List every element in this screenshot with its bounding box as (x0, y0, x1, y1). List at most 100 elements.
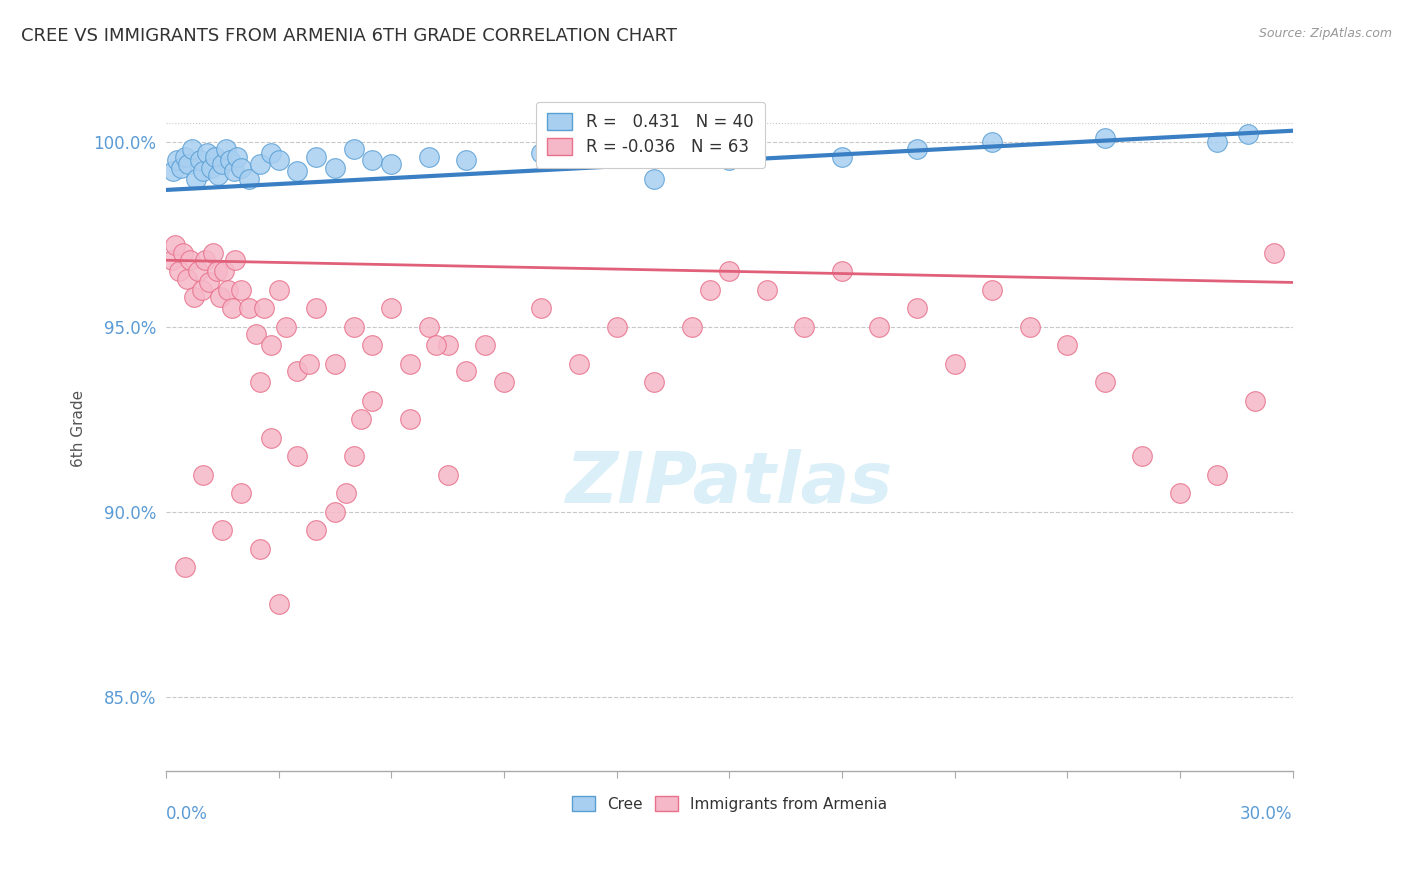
Point (323, 505, 346, 519)
Point (335, 486, 357, 500)
Point (167, 264, 190, 278)
Point (188, 153, 211, 168)
Point (260, 338, 283, 352)
Point (399, 412, 422, 426)
Point (793, 319, 815, 334)
Point (474, 338, 496, 352)
Point (1206, 467, 1229, 482)
Point (418, 319, 440, 334)
Point (204, 150, 226, 164)
Point (198, 276, 221, 290)
Point (212, 264, 235, 278)
Point (425, 338, 447, 352)
Point (323, 161, 346, 175)
Point (418, 150, 440, 164)
Point (380, 157, 402, 171)
Point (681, 319, 703, 334)
Point (1018, 319, 1040, 334)
Point (274, 319, 297, 334)
Point (260, 431, 283, 445)
Point (229, 486, 252, 500)
Point (165, 238, 187, 252)
Point (361, 393, 384, 408)
Point (755, 283, 778, 297)
Point (160, 253, 183, 268)
Point (249, 157, 271, 171)
Point (267, 153, 290, 168)
Point (238, 301, 260, 316)
Point (1094, 131, 1116, 145)
Point (1263, 245, 1285, 260)
Point (305, 301, 328, 316)
Point (193, 164, 215, 178)
Point (205, 264, 228, 278)
Point (181, 142, 204, 156)
Point (361, 153, 384, 168)
Point (943, 357, 966, 371)
Point (215, 142, 238, 156)
Point (530, 301, 553, 316)
Point (218, 153, 240, 168)
Point (361, 338, 384, 352)
Point (831, 264, 853, 278)
Text: CREE VS IMMIGRANTS FROM ARMENIA 6TH GRADE CORRELATION CHART: CREE VS IMMIGRANTS FROM ARMENIA 6TH GRAD… (21, 27, 678, 45)
Point (456, 153, 478, 168)
Point (1206, 135, 1229, 149)
Point (343, 142, 366, 156)
Text: 30.0%: 30.0% (1240, 805, 1292, 823)
Point (568, 357, 591, 371)
Point (1168, 486, 1191, 500)
Point (207, 168, 229, 182)
Point (177, 157, 200, 171)
Point (399, 357, 422, 371)
Y-axis label: 6th Grade: 6th Grade (72, 390, 86, 467)
Point (869, 319, 891, 334)
Point (456, 364, 478, 378)
Point (1056, 338, 1078, 352)
Point (162, 164, 184, 178)
Point (190, 283, 212, 297)
Point (176, 271, 198, 285)
Point (166, 153, 188, 168)
Point (492, 376, 515, 390)
Point (229, 161, 252, 175)
Point (298, 357, 321, 371)
Point (436, 467, 458, 482)
Point (267, 283, 290, 297)
Point (201, 245, 224, 260)
Point (252, 301, 274, 316)
Point (905, 142, 928, 156)
Point (718, 153, 741, 168)
Text: ZIPatlas: ZIPatlas (565, 449, 893, 518)
Text: 0.0%: 0.0% (166, 805, 208, 823)
Point (1244, 393, 1267, 408)
Point (285, 450, 308, 464)
Point (260, 145, 283, 160)
Point (699, 283, 721, 297)
Point (200, 161, 222, 175)
Point (249, 541, 271, 556)
Text: Source: ZipAtlas.com: Source: ZipAtlas.com (1258, 27, 1392, 40)
Point (211, 523, 233, 537)
Point (209, 290, 232, 304)
Point (1094, 376, 1116, 390)
Point (718, 264, 741, 278)
Point (436, 338, 458, 352)
Point (981, 283, 1004, 297)
Point (173, 560, 195, 574)
Point (343, 450, 366, 464)
Point (249, 376, 271, 390)
Point (267, 597, 290, 611)
Point (245, 327, 267, 342)
Point (187, 264, 209, 278)
Point (305, 523, 328, 537)
Point (606, 319, 628, 334)
Point (217, 283, 239, 297)
Point (172, 245, 194, 260)
Point (981, 135, 1004, 149)
Point (193, 467, 215, 482)
Point (184, 172, 207, 186)
Point (170, 161, 193, 175)
Point (179, 253, 201, 268)
Point (343, 319, 366, 334)
